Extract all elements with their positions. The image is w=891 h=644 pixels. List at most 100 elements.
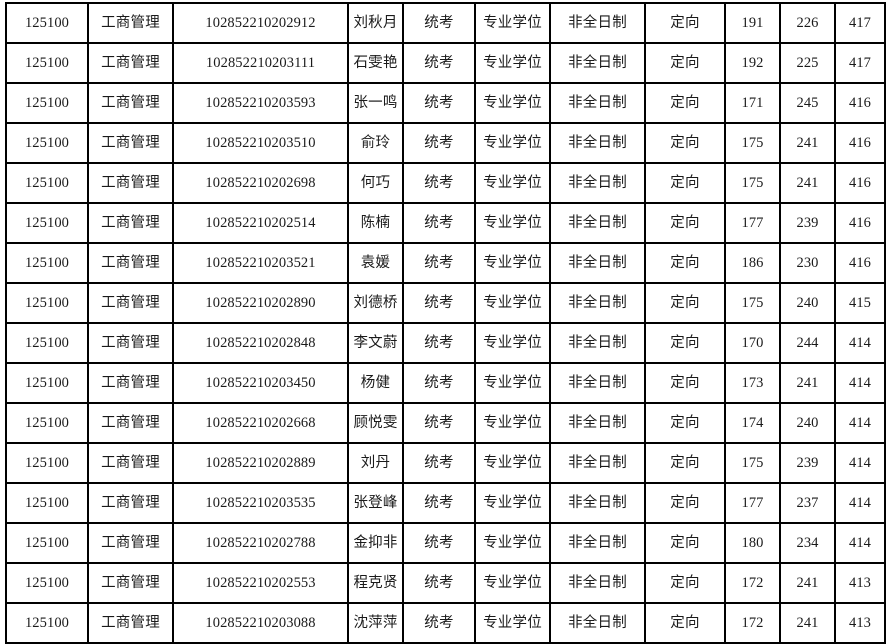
cell-orientation: 定向 — [644, 242, 726, 284]
cell-exam-id: 102852210203510 — [172, 122, 349, 164]
cell-degree-type: 专业学位 — [474, 602, 551, 644]
cell-orientation: 定向 — [644, 442, 726, 484]
cell-study-mode: 非全日制 — [549, 482, 646, 524]
cell-degree-type: 专业学位 — [474, 562, 551, 604]
table-row[interactable]: 125100 工商管理 102852210202668 顾悦雯 统考 专业学位 非全日制 定向… — [5, 402, 886, 444]
cell-score-first: 180 — [724, 522, 781, 564]
cell-study-mode: 非全日制 — [549, 442, 646, 484]
cell-score-total: 416 — [834, 122, 886, 164]
cell-study-mode: 非全日制 — [549, 42, 646, 84]
cell-major-code: 125100 — [5, 482, 89, 524]
cell-score-total: 415 — [834, 282, 886, 324]
table-row[interactable]: 125100 工商管理 102852210203111 石雯艳 统考 专业学位 非全日制 定向… — [5, 42, 886, 84]
cell-candidate-name: 袁媛 — [347, 242, 404, 284]
cell-orientation: 定向 — [644, 162, 726, 204]
cell-score-first: 177 — [724, 202, 781, 244]
cell-exam-id: 102852210202514 — [172, 202, 349, 244]
cell-major-name: 工商管理 — [87, 602, 174, 644]
cell-exam-id: 102852210203535 — [172, 482, 349, 524]
cell-study-mode: 非全日制 — [549, 522, 646, 564]
table-row[interactable]: 125100 工商管理 102852210202514 陈楠 统考 专业学位 非全日制 定向 1… — [5, 202, 886, 244]
cell-score-first: 186 — [724, 242, 781, 284]
score-table-body: 125100 工商管理 102852210202912 刘秋月 统考 专业学位 非全日制 定向… — [5, 2, 886, 644]
cell-candidate-name: 刘德桥 — [347, 282, 404, 324]
cell-degree-type: 专业学位 — [474, 282, 551, 324]
cell-exam-type: 统考 — [402, 442, 476, 484]
cell-exam-type: 统考 — [402, 322, 476, 364]
cell-exam-type: 统考 — [402, 242, 476, 284]
cell-degree-type: 专业学位 — [474, 162, 551, 204]
cell-study-mode: 非全日制 — [549, 402, 646, 444]
score-table-container: 125100 工商管理 102852210202912 刘秋月 统考 专业学位 非全日制 定向… — [5, 2, 886, 644]
cell-degree-type: 专业学位 — [474, 2, 551, 44]
cell-major-name: 工商管理 — [87, 82, 174, 124]
cell-exam-type: 统考 — [402, 82, 476, 124]
cell-exam-type: 统考 — [402, 522, 476, 564]
cell-candidate-name: 刘丹 — [347, 442, 404, 484]
cell-exam-id: 102852210202553 — [172, 562, 349, 604]
cell-exam-id: 102852210203088 — [172, 602, 349, 644]
cell-score-second: 230 — [779, 242, 836, 284]
cell-exam-id: 102852210202668 — [172, 402, 349, 444]
cell-score-total: 416 — [834, 242, 886, 284]
table-row[interactable]: 125100 工商管理 102852210202848 李文蔚 统考 专业学位 非全日制 定向… — [5, 322, 886, 364]
table-row[interactable]: 125100 工商管理 102852210203535 张登峰 统考 专业学位 非全日制 定向… — [5, 482, 886, 524]
cell-score-total: 416 — [834, 162, 886, 204]
cell-exam-type: 统考 — [402, 362, 476, 404]
cell-score-first: 172 — [724, 562, 781, 604]
cell-study-mode: 非全日制 — [549, 2, 646, 44]
table-row[interactable]: 125100 工商管理 102852210202912 刘秋月 统考 专业学位 非全日制 定向… — [5, 2, 886, 44]
cell-candidate-name: 顾悦雯 — [347, 402, 404, 444]
cell-candidate-name: 张登峰 — [347, 482, 404, 524]
cell-score-total: 413 — [834, 562, 886, 604]
table-row[interactable]: 125100 工商管理 102852210203450 杨健 统考 专业学位 非全日制 定向 1… — [5, 362, 886, 404]
table-row[interactable]: 125100 工商管理 102852210203510 俞玲 统考 专业学位 非全日制 定向 1… — [5, 122, 886, 164]
cell-degree-type: 专业学位 — [474, 122, 551, 164]
cell-exam-type: 统考 — [402, 122, 476, 164]
cell-exam-id: 102852210202848 — [172, 322, 349, 364]
cell-score-first: 175 — [724, 442, 781, 484]
cell-candidate-name: 沈萍萍 — [347, 602, 404, 644]
cell-score-second: 234 — [779, 522, 836, 564]
cell-major-code: 125100 — [5, 442, 89, 484]
table-row[interactable]: 125100 工商管理 102852210203088 沈萍萍 统考 专业学位 非全日制 定向… — [5, 602, 886, 644]
cell-candidate-name: 俞玲 — [347, 122, 404, 164]
cell-score-first: 177 — [724, 482, 781, 524]
cell-score-second: 241 — [779, 162, 836, 204]
cell-degree-type: 专业学位 — [474, 42, 551, 84]
cell-score-second: 226 — [779, 2, 836, 44]
cell-study-mode: 非全日制 — [549, 282, 646, 324]
table-row[interactable]: 125100 工商管理 102852210202553 程克贤 统考 专业学位 非全日制 定向… — [5, 562, 886, 604]
table-row[interactable]: 125100 工商管理 102852210202698 何巧 统考 专业学位 非全日制 定向 1… — [5, 162, 886, 204]
cell-score-second: 245 — [779, 82, 836, 124]
cell-study-mode: 非全日制 — [549, 242, 646, 284]
cell-major-code: 125100 — [5, 2, 89, 44]
table-row[interactable]: 125100 工商管理 102852210203521 袁媛 统考 专业学位 非全日制 定向 1… — [5, 242, 886, 284]
cell-score-second: 240 — [779, 282, 836, 324]
cell-score-total: 414 — [834, 402, 886, 444]
cell-degree-type: 专业学位 — [474, 402, 551, 444]
cell-score-total: 417 — [834, 42, 886, 84]
cell-major-name: 工商管理 — [87, 442, 174, 484]
cell-score-second: 225 — [779, 42, 836, 84]
cell-major-code: 125100 — [5, 122, 89, 164]
cell-exam-id: 102852210203450 — [172, 362, 349, 404]
cell-candidate-name: 何巧 — [347, 162, 404, 204]
cell-exam-type: 统考 — [402, 402, 476, 444]
cell-score-total: 414 — [834, 482, 886, 524]
cell-candidate-name: 陈楠 — [347, 202, 404, 244]
cell-score-second: 241 — [779, 362, 836, 404]
table-row[interactable]: 125100 工商管理 102852210202890 刘德桥 统考 专业学位 非全日制 定向… — [5, 282, 886, 324]
cell-degree-type: 专业学位 — [474, 482, 551, 524]
cell-degree-type: 专业学位 — [474, 82, 551, 124]
cell-major-name: 工商管理 — [87, 122, 174, 164]
cell-candidate-name: 程克贤 — [347, 562, 404, 604]
cell-candidate-name: 张一鸣 — [347, 82, 404, 124]
cell-orientation: 定向 — [644, 562, 726, 604]
table-row[interactable]: 125100 工商管理 102852210203593 张一鸣 统考 专业学位 非全日制 定向… — [5, 82, 886, 124]
cell-score-total: 417 — [834, 2, 886, 44]
cell-degree-type: 专业学位 — [474, 522, 551, 564]
table-row[interactable]: 125100 工商管理 102852210202889 刘丹 统考 专业学位 非全日制 定向 1… — [5, 442, 886, 484]
cell-score-second: 244 — [779, 322, 836, 364]
table-row[interactable]: 125100 工商管理 102852210202788 金抑非 统考 专业学位 非全日制 定向… — [5, 522, 886, 564]
